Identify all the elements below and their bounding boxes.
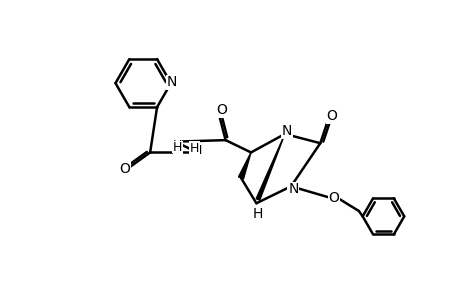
Text: O: O (216, 103, 227, 117)
Text: O: O (329, 191, 340, 205)
Text: N: N (282, 124, 292, 138)
Text: N: N (288, 182, 299, 196)
Text: H: H (253, 207, 263, 221)
Polygon shape (238, 153, 251, 179)
Text: O: O (326, 109, 337, 123)
Text: H: H (173, 141, 183, 154)
Text: H: H (172, 139, 182, 152)
Polygon shape (256, 134, 285, 200)
Text: H: H (190, 142, 200, 155)
Text: O: O (119, 162, 130, 176)
Text: N: N (167, 75, 177, 89)
Text: H: H (193, 144, 202, 158)
